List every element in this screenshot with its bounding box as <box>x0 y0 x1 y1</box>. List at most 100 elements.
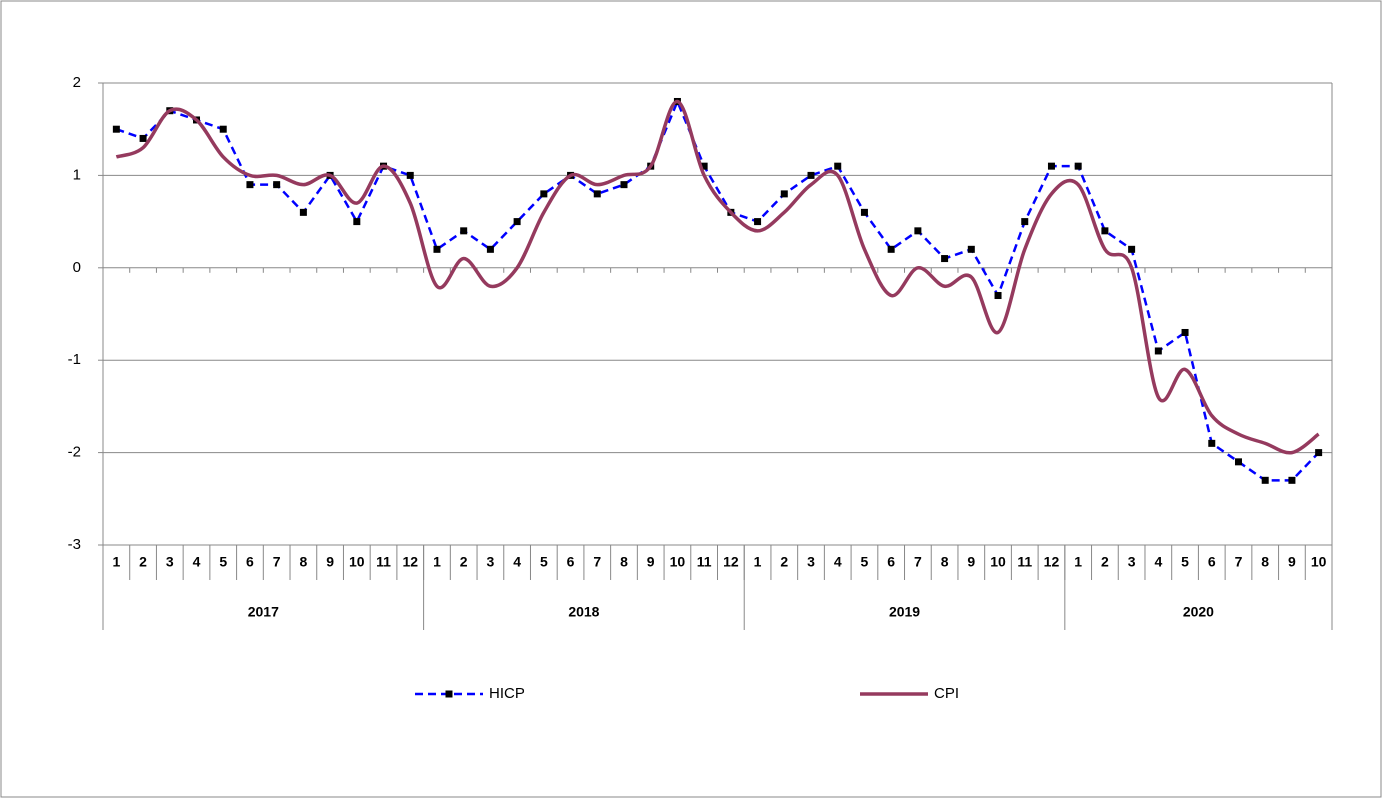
x-tick-label: 7 <box>914 554 922 570</box>
marker <box>941 255 949 263</box>
marker <box>1261 476 1269 484</box>
marker <box>1181 328 1189 336</box>
x-group-label: 2018 <box>568 604 599 620</box>
x-tick-label: 11 <box>697 554 712 570</box>
marker <box>754 218 762 226</box>
marker <box>273 181 281 189</box>
x-tick-label: 9 <box>967 554 975 570</box>
marker <box>593 190 601 198</box>
x-tick-label: 3 <box>807 554 815 570</box>
marker <box>486 245 494 253</box>
x-tick-label: 6 <box>1208 554 1216 570</box>
x-group-label: 2017 <box>248 604 279 620</box>
legend-label: HICP <box>489 685 525 702</box>
marker <box>994 292 1002 300</box>
x-tick-label: 5 <box>540 554 548 570</box>
marker <box>540 190 548 198</box>
marker <box>513 218 521 226</box>
x-tick-label: 12 <box>723 554 739 570</box>
x-tick-label: 4 <box>193 554 201 570</box>
x-tick-label: 4 <box>513 554 521 570</box>
marker <box>967 245 975 253</box>
marker <box>1074 162 1082 170</box>
y-tick-label: -1 <box>68 351 81 368</box>
x-tick-label: 2 <box>139 554 147 570</box>
x-tick-label: 6 <box>246 554 254 570</box>
marker <box>112 125 120 133</box>
marker <box>299 208 307 216</box>
x-tick-label: 7 <box>273 554 281 570</box>
x-tick-label: 8 <box>299 554 307 570</box>
y-tick-label: 2 <box>73 74 81 91</box>
y-tick-label: -3 <box>68 536 81 553</box>
legend-label: CPI <box>934 685 959 702</box>
x-tick-label: 10 <box>990 554 1006 570</box>
series-line <box>115 98 1320 482</box>
marker <box>1208 439 1216 447</box>
marker <box>1234 458 1242 466</box>
legend-marker <box>445 690 453 698</box>
x-tick-label: 2 <box>780 554 788 570</box>
x-tick-label: 4 <box>834 554 842 570</box>
x-tick-label: 5 <box>219 554 227 570</box>
marker <box>834 162 842 170</box>
x-tick-label: 11 <box>1017 554 1032 570</box>
x-tick-label: 12 <box>402 554 418 570</box>
x-tick-label: 8 <box>941 554 949 570</box>
marker <box>406 171 414 179</box>
x-tick-label: 5 <box>861 554 869 570</box>
marker <box>887 245 895 253</box>
x-tick-label: 10 <box>349 554 365 570</box>
x-tick-label: 3 <box>487 554 495 570</box>
x-tick-label: 10 <box>670 554 686 570</box>
marker <box>1021 218 1029 226</box>
y-tick-label: 1 <box>73 166 81 183</box>
marker <box>914 227 922 235</box>
marker <box>433 245 441 253</box>
marker <box>219 125 227 133</box>
x-tick-label: 9 <box>647 554 655 570</box>
marker <box>700 162 708 170</box>
x-tick-label: 7 <box>1235 554 1243 570</box>
x-tick-label: 9 <box>1288 554 1296 570</box>
marker <box>780 190 788 198</box>
marker <box>460 227 468 235</box>
x-tick-label: 2 <box>1101 554 1109 570</box>
marker <box>860 208 868 216</box>
marker <box>1315 449 1323 457</box>
marker <box>1101 227 1109 235</box>
y-tick-label: -2 <box>68 444 81 461</box>
x-tick-label: 8 <box>620 554 628 570</box>
marker <box>1288 476 1296 484</box>
x-tick-label: 9 <box>326 554 334 570</box>
x-tick-label: 6 <box>567 554 575 570</box>
x-tick-label: 11 <box>376 554 391 570</box>
x-tick-label: 5 <box>1181 554 1189 570</box>
marker <box>1154 347 1162 355</box>
marker <box>246 181 254 189</box>
x-tick-label: 1 <box>1074 554 1082 570</box>
x-tick-label: 1 <box>112 554 120 570</box>
x-tick-label: 3 <box>1128 554 1136 570</box>
marker <box>1047 162 1055 170</box>
x-tick-label: 10 <box>1311 554 1327 570</box>
x-tick-label: 6 <box>887 554 895 570</box>
x-tick-label: 3 <box>166 554 174 570</box>
marker <box>807 171 815 179</box>
x-tick-label: 4 <box>1154 554 1162 570</box>
marker <box>139 134 147 142</box>
marker <box>353 218 361 226</box>
x-tick-label: 7 <box>593 554 601 570</box>
x-tick-label: 8 <box>1261 554 1269 570</box>
y-tick-label: 0 <box>73 259 81 276</box>
x-group-label: 2019 <box>889 604 920 620</box>
x-tick-label: 12 <box>1044 554 1060 570</box>
x-group-label: 2020 <box>1183 604 1214 620</box>
series-line <box>115 99 1320 455</box>
x-tick-label: 1 <box>754 554 762 570</box>
x-tick-label: 2 <box>460 554 468 570</box>
marker <box>620 181 628 189</box>
x-tick-label: 1 <box>433 554 441 570</box>
